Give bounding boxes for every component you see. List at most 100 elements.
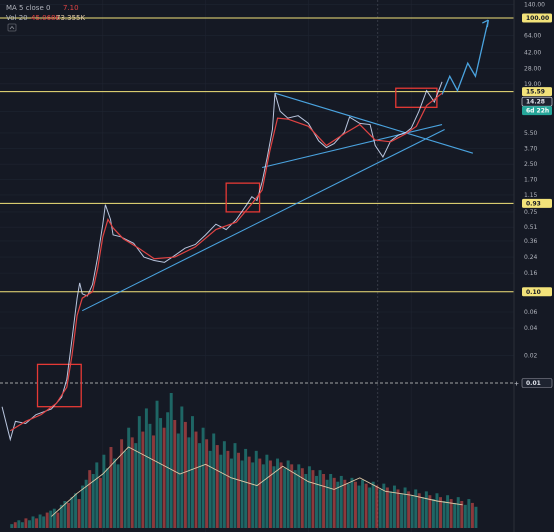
volume-bar: [229, 458, 233, 528]
volume-bar: [304, 474, 308, 528]
price-axis-tick-label: 42.00: [524, 49, 541, 56]
volume-bar: [272, 466, 276, 528]
price-axis-panel[interactable]: [514, 0, 554, 532]
volume-bar: [446, 495, 450, 528]
volume-bar: [17, 520, 21, 528]
volume-bar: [251, 462, 255, 528]
price-axis-badge: [522, 87, 552, 97]
volume-bar: [396, 489, 400, 528]
volume-bar: [95, 462, 99, 528]
volume-bar: [258, 458, 262, 528]
volume-bar: [353, 481, 357, 528]
volume-bar: [375, 485, 379, 528]
price-line: [1, 81, 443, 442]
volume-bar: [449, 499, 453, 528]
ma-legend-value: 7.10: [63, 4, 79, 12]
volume-bar: [470, 502, 474, 528]
volume-bar: [84, 479, 88, 528]
volume-bar: [208, 450, 212, 528]
volume-legend-label: Vol 20: [6, 14, 28, 22]
volume-bar: [389, 491, 393, 528]
volume-bar: [240, 460, 244, 528]
price-axis-badge-label: 14.28: [526, 99, 545, 106]
price-axis-tick-label: 28.00: [524, 65, 541, 72]
volume-bar: [244, 448, 248, 528]
trendlines: [81, 19, 489, 312]
collapse-legend-button[interactable]: [7, 23, 17, 32]
price-axis-badge-label: 0.01: [526, 380, 541, 387]
volume-bar: [102, 454, 106, 528]
price-axis-tick-label: 0.51: [524, 224, 538, 231]
volume-bar: [382, 483, 386, 528]
volume-bar: [63, 501, 67, 528]
volume-bar: [417, 493, 421, 528]
volume-bar: [130, 437, 134, 528]
volume-bar: [173, 420, 177, 528]
volume-bar: [27, 520, 31, 528]
volume-bar: [215, 445, 219, 528]
volume-bar: [286, 460, 290, 528]
volume-bar: [137, 416, 141, 528]
volume-bar: [268, 460, 272, 528]
volume-bar: [120, 439, 124, 528]
price-axis-badge-label: 6d 22h: [526, 108, 549, 115]
volume-bar: [70, 497, 74, 528]
volume-bar: [283, 468, 287, 528]
volume-bar: [38, 514, 42, 528]
volume-bar: [183, 421, 187, 528]
volume-bar: [276, 458, 279, 528]
price-axis-tick-label: 0.04: [524, 325, 538, 332]
price-axis-badge: [522, 198, 552, 208]
volume-bar: [368, 487, 372, 528]
volume-bar: [439, 497, 442, 528]
volume-bar: [421, 497, 425, 528]
price-axis-tick-label: 19.00: [524, 81, 541, 88]
volume-bar: [201, 427, 205, 528]
volume-bar: [56, 512, 60, 528]
volume-bar: [169, 393, 173, 528]
volume-bar: [98, 477, 102, 528]
volume-bar: [265, 454, 269, 528]
volume-ma-line: [51, 446, 463, 517]
price-axis-tick-label: 0.75: [524, 209, 538, 216]
chart-legend: MA 5 close 0 7.10 Vol 20 45.068K 73.355K: [6, 4, 85, 32]
volume-bar: [279, 462, 283, 528]
volume-bar: [400, 493, 404, 528]
price-axis-badge-label: 15.59: [526, 89, 545, 96]
price-series: [1, 81, 443, 442]
price-axis-tick-label: 5.50: [524, 130, 538, 137]
volume-bars: [10, 393, 478, 528]
volume-bar: [385, 487, 389, 528]
price-axis-tick-label: 140.00: [524, 2, 545, 9]
ma-legend-label: MA 5 close 0: [6, 4, 50, 12]
volume-legend-value-a: 45.068K: [31, 14, 60, 22]
volume-bar: [290, 464, 294, 528]
volume-bar: [212, 433, 216, 528]
volume-bar: [20, 522, 24, 528]
volume-bar: [435, 493, 439, 528]
volume-bar: [113, 458, 116, 528]
volume-bar: [155, 400, 159, 528]
volume-bar: [226, 450, 230, 528]
volume-bar: [297, 464, 301, 528]
volume-bar: [233, 443, 237, 528]
volume-bar: [152, 435, 155, 528]
volume-bar: [162, 427, 166, 528]
volume-bar: [474, 506, 478, 528]
volume-bar: [35, 518, 39, 528]
volume-bar: [10, 524, 14, 528]
price-axis-tick-label: 0.16: [524, 270, 538, 277]
price-axis-badge: [522, 287, 552, 297]
volume-bar: [105, 468, 109, 528]
volume-bar: [442, 501, 446, 528]
horizontal-levels: [0, 17, 514, 384]
volume-bar: [13, 522, 17, 528]
volume-bar: [190, 416, 194, 528]
price-axis-badge-label: 0.93: [526, 200, 541, 207]
volume-bar: [361, 479, 365, 528]
volume-bar: [325, 479, 329, 528]
add-alert-icon: +: [514, 381, 519, 388]
volume-bar: [357, 485, 361, 528]
